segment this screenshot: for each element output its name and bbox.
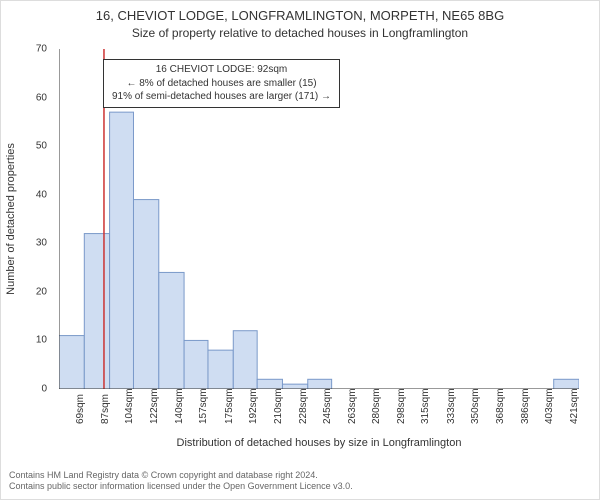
- x-tick-label: 69sqm: [75, 374, 86, 424]
- y-tick-label: 30: [1, 238, 47, 249]
- y-tick-label: 10: [1, 335, 47, 346]
- x-tick-label: 421sqm: [569, 374, 580, 424]
- chart-subtitle: Size of property relative to detached ho…: [1, 25, 599, 41]
- x-tick-label: 280sqm: [371, 374, 382, 424]
- y-tick-label: 70: [1, 44, 47, 55]
- x-tick-label: 263sqm: [347, 374, 358, 424]
- histogram-bar: [110, 112, 134, 389]
- x-tick-label: 403sqm: [544, 374, 555, 424]
- x-tick-label: 350sqm: [470, 374, 481, 424]
- chart-title: 16, CHEVIOT LODGE, LONGFRAMLINGTON, MORP…: [1, 7, 599, 25]
- x-tick-label: 157sqm: [198, 374, 209, 424]
- x-axis-label: Distribution of detached houses by size …: [59, 437, 579, 449]
- y-tick-label: 0: [1, 384, 47, 395]
- y-tick-label: 50: [1, 141, 47, 152]
- x-ticks: 69sqm87sqm104sqm122sqm140sqm157sqm175sqm…: [59, 389, 579, 439]
- x-tick-label: 192sqm: [248, 374, 259, 424]
- footer-line-2: Contains public sector information licen…: [9, 481, 593, 493]
- x-tick-label: 122sqm: [149, 374, 160, 424]
- titles: 16, CHEVIOT LODGE, LONGFRAMLINGTON, MORP…: [1, 1, 599, 41]
- x-tick-label: 298sqm: [396, 374, 407, 424]
- x-tick-label: 315sqm: [420, 374, 431, 424]
- x-tick-label: 368sqm: [495, 374, 506, 424]
- x-tick-label: 228sqm: [298, 374, 309, 424]
- x-tick-label: 333sqm: [446, 374, 457, 424]
- y-tick-label: 20: [1, 286, 47, 297]
- y-ticks: 010203040506070: [1, 49, 55, 389]
- x-tick-label: 245sqm: [322, 374, 333, 424]
- histogram-bar: [84, 234, 109, 389]
- x-tick-label: 87sqm: [100, 374, 111, 424]
- x-tick-label: 210sqm: [273, 374, 284, 424]
- x-tick-label: 140sqm: [174, 374, 185, 424]
- annotation-line-1: 16 CHEVIOT LODGE: 92sqm: [112, 63, 331, 77]
- y-tick-label: 60: [1, 92, 47, 103]
- footer: Contains HM Land Registry data © Crown c…: [1, 466, 600, 499]
- y-tick-label: 40: [1, 189, 47, 200]
- annotation-line-3: 91% of semi-detached houses are larger (…: [112, 90, 331, 104]
- x-tick-label: 104sqm: [124, 374, 135, 424]
- x-tick-label: 175sqm: [224, 374, 235, 424]
- footer-line-1: Contains HM Land Registry data © Crown c…: [9, 470, 593, 482]
- histogram-bar: [133, 200, 158, 389]
- chart-container: { "title": "16, CHEVIOT LODGE, LONGFRAML…: [0, 0, 600, 500]
- annotation-box: 16 CHEVIOT LODGE: 92sqm ← 8% of detached…: [103, 59, 340, 108]
- x-tick-label: 386sqm: [520, 374, 531, 424]
- annotation-line-2: ← 8% of detached houses are smaller (15): [112, 77, 331, 91]
- histogram-bar: [159, 272, 184, 389]
